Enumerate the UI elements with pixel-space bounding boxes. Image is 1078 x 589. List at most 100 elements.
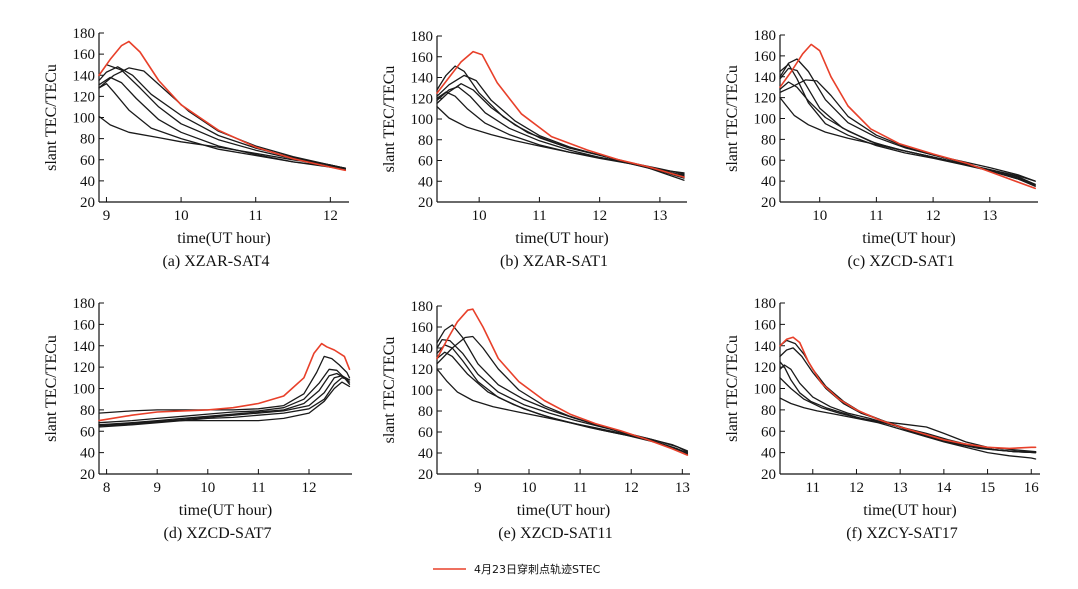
x-tick-label: 13 [893, 480, 908, 496]
x-tick-label: 12 [926, 208, 941, 224]
panel-caption: (e) XZCD-SAT11 [498, 525, 613, 542]
series-line-red [779, 43, 1036, 190]
panel-caption: (d) XZCD-SAT7 [164, 525, 272, 542]
x-tick-label: 11 [248, 208, 262, 224]
y-tick-label: 140 [73, 68, 96, 84]
x-tick-label: 10 [472, 208, 487, 224]
y-tick-label: 60 [80, 153, 95, 169]
y-tick-label: 20 [80, 195, 95, 211]
x-tick-label: 10 [522, 480, 537, 496]
y-tick-label: 40 [80, 446, 95, 462]
y-tick-label: 40 [761, 446, 776, 462]
series-line-2 [98, 67, 346, 170]
series-line-1 [98, 368, 351, 424]
y-tick-label: 100 [411, 112, 434, 128]
series-line-2 [436, 338, 689, 453]
series-line-1 [436, 335, 689, 454]
x-tick-label: 14 [936, 480, 952, 496]
series-line-0 [98, 355, 351, 414]
series-line-0 [779, 58, 1036, 185]
series-line-3 [436, 86, 685, 176]
series-line-4 [436, 91, 685, 174]
y-tick-label: 20 [418, 467, 433, 483]
series-line-red [98, 342, 351, 422]
x-tick-label: 13 [652, 208, 667, 224]
y-tick-label: 140 [411, 341, 434, 357]
y-tick-label: 180 [411, 299, 434, 315]
legend: 4月23日穿刺点轨迹STEC [433, 562, 601, 576]
series-line-0 [436, 65, 685, 181]
x-axis-label: time(UT hour) [179, 502, 272, 519]
panel-caption: (b) XZAR-SAT1 [500, 253, 608, 270]
x-tick-label: 10 [812, 208, 827, 224]
x-tick-label: 11 [869, 208, 883, 224]
x-tick-label: 16 [1024, 480, 1040, 496]
series-line-5 [98, 381, 351, 426]
x-axis-label: time(UT hour) [177, 230, 270, 247]
y-tick-label: 140 [754, 339, 777, 355]
y-axis-label: slant TEC/TECu [381, 66, 398, 173]
panel-b-xzar-sat1: 20 40 60 80 100 120 140 160 180 10 11 12 13 time(UT h… [381, 29, 687, 270]
panel-caption: (a) XZAR-SAT4 [162, 253, 269, 270]
x-tick-label: 9 [474, 480, 482, 496]
series-line-2 [98, 372, 351, 426]
series-line-2 [779, 79, 1036, 182]
y-tick-label: 80 [761, 403, 776, 419]
y-tick-label: 80 [418, 133, 433, 149]
y-tick-label: 160 [411, 320, 434, 336]
panel-a-xzar-sat4: 20 40 60 80 100 120 140 160 180 9 10 11 12 time(UT ho… [43, 26, 349, 270]
x-tick-label: 10 [174, 208, 189, 224]
series-line-0 [779, 339, 1037, 454]
series-line-4 [98, 377, 351, 428]
y-tick-label: 120 [73, 89, 96, 105]
y-axis-label: slant TEC/TECu [43, 335, 60, 442]
x-tick-label: 15 [980, 480, 995, 496]
y-tick-label: 20 [418, 195, 433, 211]
y-tick-label: 60 [761, 424, 776, 440]
y-tick-label: 140 [754, 70, 777, 86]
x-axis-label: time(UT hour) [863, 502, 956, 519]
panel-caption: (c) XZCD-SAT1 [847, 253, 954, 270]
y-tick-label: 60 [418, 425, 433, 441]
y-tick-label: 160 [73, 47, 96, 63]
series-line-red [98, 40, 347, 172]
series-line-red [779, 336, 1037, 450]
y-tick-label: 100 [73, 382, 96, 398]
x-tick-label: 11 [806, 480, 820, 496]
y-tick-label: 20 [761, 467, 776, 483]
series-line-4 [98, 83, 346, 169]
y-tick-label: 180 [754, 296, 777, 312]
y-tick-label: 80 [80, 132, 95, 148]
x-tick-label: 12 [849, 480, 864, 496]
y-tick-label: 60 [761, 153, 776, 169]
y-axis-label: slant TEC/TECu [381, 337, 398, 444]
y-tick-label: 160 [411, 50, 434, 66]
series-line-4 [779, 96, 1036, 182]
y-tick-label: 180 [754, 28, 777, 44]
y-tick-label: 100 [754, 382, 777, 398]
y-tick-label: 40 [80, 174, 95, 190]
y-tick-label: 80 [418, 404, 433, 420]
x-tick-label: 11 [573, 480, 587, 496]
panel-c-xzcd-sat1: 20 40 60 80 100 120 140 160 180 10 11 12 13 time(UT h… [724, 28, 1038, 270]
series-line-5 [779, 63, 1036, 187]
y-tick-label: 160 [73, 317, 96, 333]
y-tick-label: 40 [761, 174, 776, 190]
x-tick-label: 11 [532, 208, 546, 224]
y-tick-label: 100 [754, 112, 777, 128]
panel-caption: (f) XZCY-SAT17 [846, 525, 958, 542]
panel-d-xzcd-sat7: 20 40 60 80 100 120 140 160 180 8 9 10 11 12 time(UT h… [43, 296, 352, 542]
series-line-red [436, 308, 689, 456]
x-axis-label: time(UT hour) [515, 230, 608, 247]
series-line-4 [779, 397, 1037, 460]
y-tick-label: 160 [754, 49, 777, 65]
series-line-0 [98, 66, 346, 169]
series-line-red [436, 50, 685, 178]
x-tick-label: 12 [592, 208, 607, 224]
y-tick-label: 40 [418, 174, 433, 190]
y-tick-label: 80 [761, 132, 776, 148]
x-tick-label: 13 [982, 208, 997, 224]
x-tick-label: 12 [323, 208, 338, 224]
legend-label: 4月23日穿刺点轨迹STEC [474, 562, 601, 576]
